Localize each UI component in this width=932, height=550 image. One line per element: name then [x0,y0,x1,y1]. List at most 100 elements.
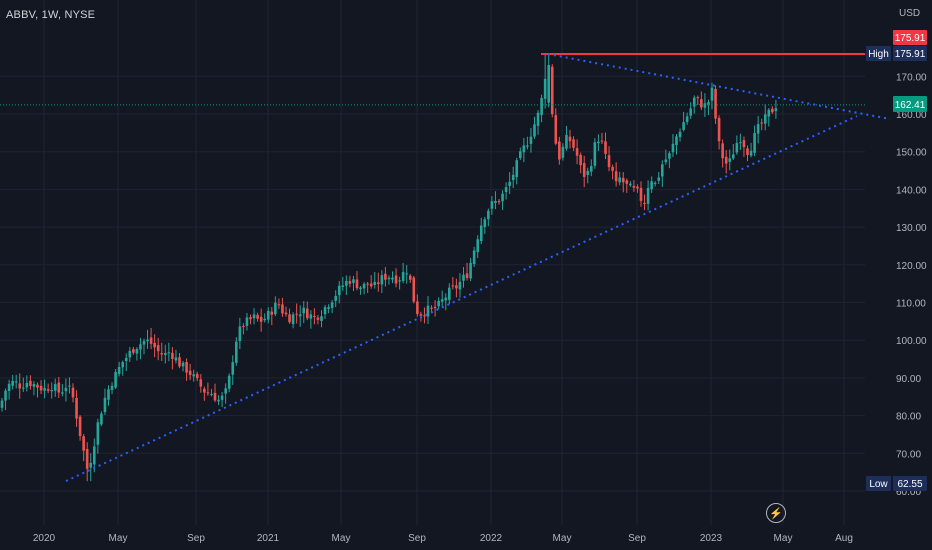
candle-body [210,393,213,395]
candle-body [632,185,636,188]
candle-body [298,314,302,317]
drawing-overlays [0,53,891,482]
candle-body [685,116,689,122]
candle-body [96,422,100,445]
price-tick: 90.00 [896,374,921,385]
price-tick: 150.00 [896,148,927,159]
candle-body [746,148,749,155]
candle-body [416,301,419,314]
candle-body [185,362,188,373]
candle-body [494,201,497,203]
price-tick: 110.00 [896,299,926,310]
candle-body [696,97,700,99]
candle-body [760,122,763,124]
candle-body [164,352,167,355]
candle-body [369,283,373,287]
candle-body [380,275,384,285]
candle-body [721,143,724,159]
candle-body [242,326,245,328]
candle-body [4,390,7,401]
candle-body [735,142,739,153]
candle-body [568,136,572,142]
candle-body [245,317,249,326]
candle-body [426,305,430,317]
candle-body [167,352,171,354]
candle-body [259,316,263,322]
lightning-icon[interactable]: ⚡ [766,503,786,523]
candle-body [675,136,678,146]
time-axis: 2020 May Sep 2021 May Sep 2022 May Sep 2023 May Aug [33,533,853,544]
top-price-label: 175.91 [895,33,926,44]
candle-body [582,163,586,177]
candle-body [75,397,78,419]
time-label: 2023 [700,533,723,544]
candle-body [472,250,476,264]
candle-body [444,297,448,301]
candle-body [192,374,195,377]
candle-body [469,262,472,279]
price-tick: 130.00 [896,223,927,234]
candle-body [53,384,57,391]
candle-body [181,362,185,367]
candle-body [689,108,692,116]
candle-body [572,139,575,148]
price-tick: 80.00 [896,412,921,423]
candle-body [430,307,433,309]
candle-body [448,287,451,300]
candle-body [401,272,405,281]
time-label: Sep [408,533,426,544]
candle-body [607,155,611,168]
candle-body [277,304,281,306]
candle-body [227,375,231,389]
candle-body [206,392,210,394]
candle-body [146,339,149,342]
candle-body [93,446,96,465]
high-value-bg [893,46,927,61]
candle-body [128,350,132,358]
candle-body [249,317,252,320]
candle-body [32,384,36,387]
symbol-title[interactable]: ABBV, 1W, NYSE [6,9,96,21]
candle-body [295,313,298,315]
ascending-trendline [65,115,858,482]
candle-body [0,400,4,408]
candle-body [135,348,139,354]
candle-body [149,337,153,344]
candle-body [114,372,117,388]
candle-body [625,180,629,184]
price-scale: 170.00 160.00 150.00 140.00 130.00 120.00 110.… [866,30,927,498]
candle-body [657,177,661,181]
candle-body [487,210,490,220]
candle-body [124,357,128,362]
candle-body [142,341,146,345]
candle-body [519,151,522,159]
candle-body [714,88,717,119]
candle-body [89,462,93,468]
candle-body [547,64,550,103]
candle-body [526,145,529,147]
high-label-bg [866,46,891,61]
candle-body [639,187,643,201]
candle-body [213,392,217,401]
candle-body [174,357,178,361]
candle-body [700,99,703,108]
candle-body [728,158,732,162]
candle-body [398,280,401,282]
candle-body [614,171,618,182]
candle-body [352,279,355,283]
candle-body [50,390,53,392]
time-label: 2021 [257,533,280,544]
candle-body [391,277,394,280]
candle-body [504,187,508,192]
candle-body [661,164,664,177]
candle-body [281,304,284,314]
candle-body [643,202,646,205]
candle-body [220,395,224,400]
candle-body [756,124,760,134]
candle-body [132,349,135,353]
candle-body [387,277,391,280]
candle-body [717,118,721,142]
time-label: Aug [835,533,853,544]
price-tick: 120.00 [896,261,927,272]
